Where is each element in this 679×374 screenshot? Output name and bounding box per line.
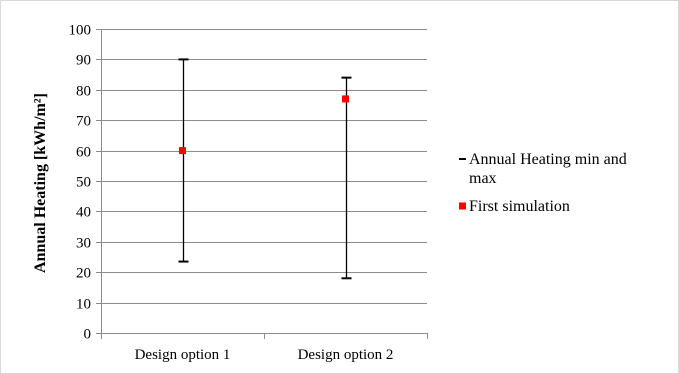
- legend-symbol-marker: [459, 202, 466, 210]
- x-tick-label: Design option 2: [298, 347, 394, 363]
- y-tick-label: 50: [76, 175, 91, 191]
- gridlines: [101, 29, 427, 304]
- legend-label: max: [469, 170, 497, 187]
- y-tick-label: 70: [76, 114, 91, 130]
- y-tick-label: 90: [76, 53, 91, 69]
- x-tick-label: Design option 1: [135, 347, 231, 363]
- y-tick-label: 60: [76, 145, 91, 161]
- range-bars: [178, 58, 352, 280]
- y-tick-label: 40: [76, 205, 91, 221]
- simulation-markers: [179, 95, 349, 155]
- axes: [96, 29, 428, 339]
- y-tick-label: 30: [76, 236, 91, 252]
- y-axis-title: Annual Heating [kWh/m²]: [32, 93, 49, 273]
- y-tick-label: 20: [76, 266, 91, 282]
- y-tick-label: 100: [69, 23, 92, 39]
- y-tick-labels: 0 10 20 30 40 50 60 70 80 90 100: [69, 23, 92, 343]
- x-tick-labels: Design option 1 Design option 2: [135, 347, 394, 363]
- legend-label: Annual Heating min and: [469, 151, 627, 168]
- simulation-marker: [342, 95, 349, 103]
- y-tick-label: 80: [76, 84, 91, 100]
- y-tick-label: 0: [84, 327, 92, 343]
- simulation-marker: [179, 147, 186, 155]
- y-tick-label: 10: [76, 297, 91, 313]
- legend-label: First simulation: [469, 198, 570, 215]
- legend: Annual Heating min and max First simulatio…: [459, 151, 627, 215]
